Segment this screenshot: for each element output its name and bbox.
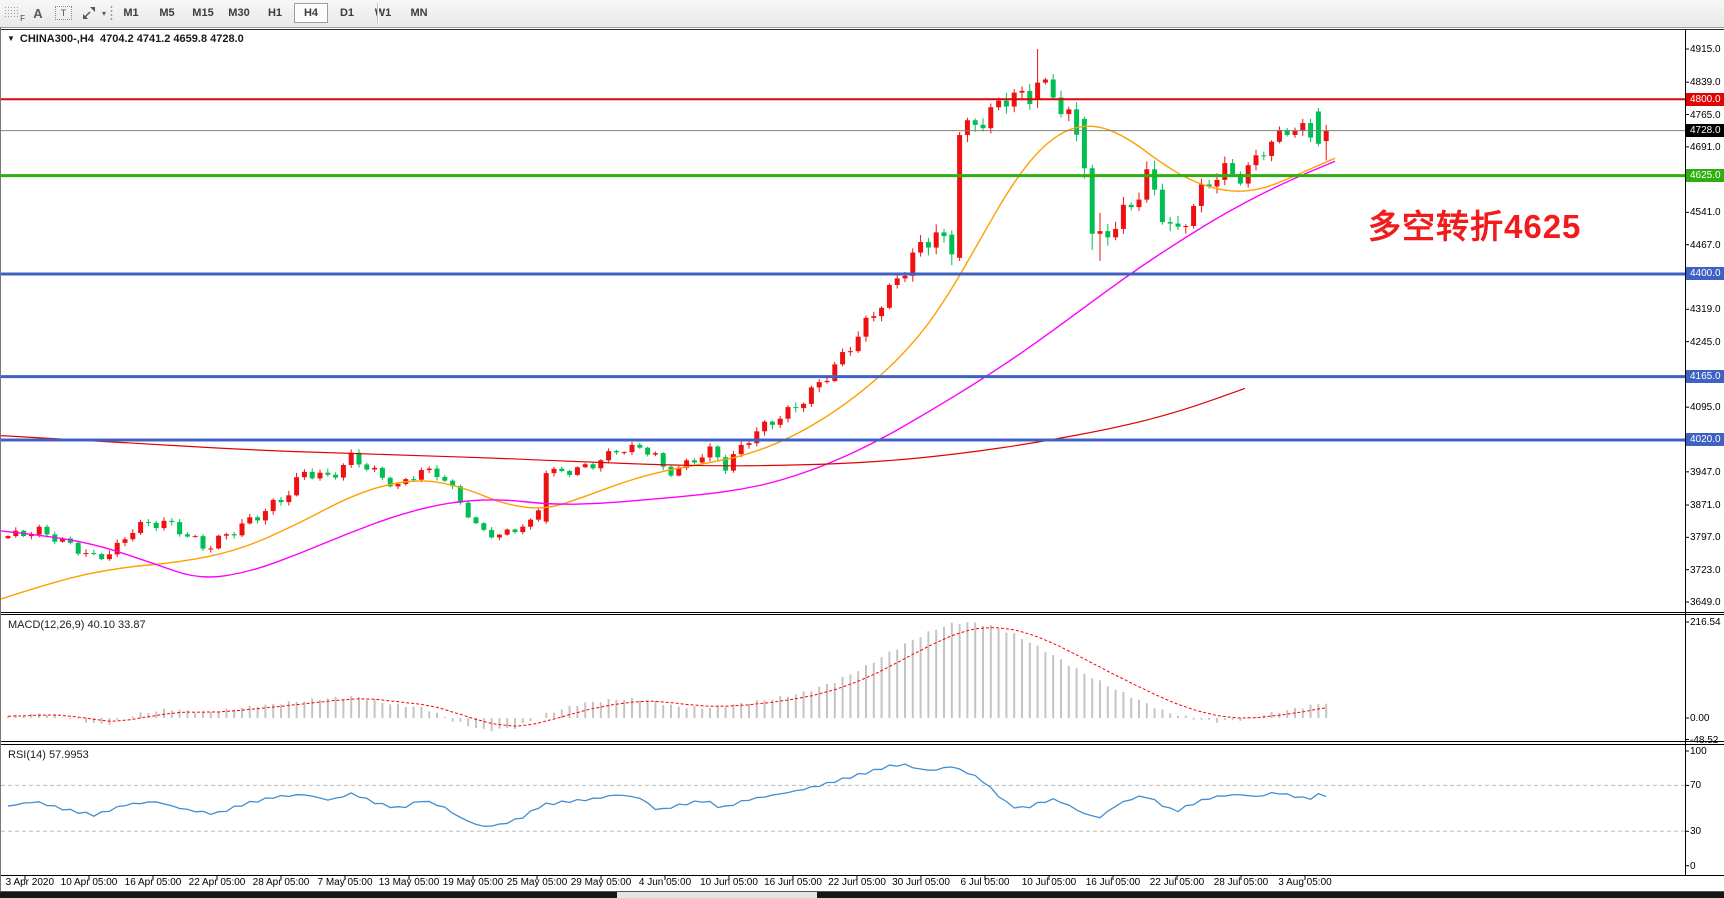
timeframe-button-m15[interactable]: M15 [192,7,214,19]
price-level-box-4400: 4400.0 [1686,267,1724,281]
price-tick-label: 4095.0 [1690,402,1721,414]
date-tick-label: 22 Apr 05:00 [188,877,246,888]
ohlc-values: 4704.2 4741.2 4659.8 4728.0 [100,33,244,45]
macd-indicator-label: MACD(12,26,9) 40.10 33.87 [8,619,146,631]
font-tool-label: A [33,5,43,21]
price-tick-label: 4839.0 [1690,77,1721,89]
chart-annotation[interactable]: 多空转折4625 [1368,208,1582,245]
macd-tick-label: 216.54 [1690,617,1721,628]
price-level-box-4728: 4728.0 [1686,124,1724,138]
macd-signal-line [7,627,1327,727]
toolbar-separator [377,3,379,23]
date-tick-label: 25 May 05:00 [506,877,568,888]
price-level-box-4800: 4800.0 [1686,92,1724,106]
date-tick-label: 3 Apr 2020 [5,877,55,888]
date-tick-label: 29 May 05:00 [570,877,632,888]
date-tick-label: 28 Apr 05:00 [252,877,310,888]
timeframe-button-mn[interactable]: MN [410,7,428,19]
rsi-indicator-label: RSI(14) 57.9953 [8,749,89,761]
cursor-style-button[interactable] [80,3,98,23]
date-tick-label: 3 Aug 05:00 [1278,877,1332,888]
date-tick-label: 10 Jul 05:00 [1021,877,1077,888]
timeframe-button-m5[interactable]: M5 [159,7,175,19]
date-tick-label: 10 Apr 05:00 [60,877,118,888]
ma-medium-magenta [1,160,1336,578]
scrollbar-track-segment-2[interactable] [817,892,1724,898]
price-level-box-4625: 4625.0 [1686,169,1724,183]
dotted-grid-icon: F [4,6,25,23]
date-tick-label: 4 Jun 05:00 [638,877,692,888]
chart-pattern-icon[interactable]: F [4,3,25,23]
font-tool-button[interactable]: A [31,3,45,23]
chart-symbol-header[interactable]: ▼ CHINA300-,H4 4704.2 4741.2 4659.8 4728.… [7,33,244,45]
date-tick-label: 28 Jul 05:00 [1213,877,1269,888]
text-tool-icon: T [55,6,72,20]
price-tick-label: 3871.0 [1690,500,1721,512]
price-tick-label: 4319.0 [1690,304,1721,316]
symbol-dropdown-icon[interactable]: ▼ [7,34,15,43]
scrollbar-track-segment-0[interactable] [0,892,617,898]
macd-tick-label: 0.00 [1690,713,1710,724]
date-tick-label: 22 Jun 05:00 [828,877,886,888]
rsi-tick-label: 0 [1690,860,1696,872]
rsi-tick-label: 30 [1690,826,1702,838]
date-tick-label: 19 May 05:00 [442,877,504,888]
cursor-style-dropdown-caret[interactable]: ▾ [99,3,109,23]
date-tick-label: 7 May 05:00 [317,877,373,888]
candlestick-series [5,49,1329,561]
macd-histogram [7,622,1328,732]
date-tick-label: 22 Jul 05:00 [1149,877,1205,888]
ma-slow-red [1,387,1246,467]
date-tick-label: 6 Jul 05:00 [960,877,1010,888]
ma-fast-orange [1,125,1336,600]
timeframe-button-m1[interactable]: M1 [123,7,139,19]
diagonal-arrows-icon [83,7,95,19]
toolbar-drag-handle[interactable] [110,5,113,21]
price-tick-label: 3723.0 [1690,564,1721,576]
price-level-box-4165: 4165.0 [1686,370,1724,384]
date-tick-label: 13 May 05:00 [378,877,440,888]
date-tick-label: 10 Jun 05:00 [700,877,758,888]
price-tick-label: 4467.0 [1690,239,1721,251]
price-tick-label: 4541.0 [1690,207,1721,219]
timeframe-button-h4[interactable]: H4 [294,3,328,23]
date-tick-label: 16 Jul 05:00 [1085,877,1141,888]
rsi-tick-label: 100 [1690,746,1707,757]
scrollbar-thumb[interactable] [617,892,817,898]
macd-tick-label: -48.52 [1690,734,1719,746]
caret-glyph: ▾ [101,8,106,18]
date-tick-label: 30 Jun 05:00 [892,877,950,888]
price-tick-label: 3649.0 [1690,597,1721,608]
price-tick-label: 3947.0 [1690,466,1721,478]
symbol-title: CHINA300-,H4 [19,33,94,45]
price-tick-label: 4691.0 [1690,141,1721,153]
rsi-line [7,763,1327,827]
timeframe-button-h1[interactable]: H1 [267,7,283,19]
price-level-box-4020: 4020.0 [1686,433,1724,447]
f-icon-label: F [20,14,25,23]
timeframe-button-d1[interactable]: D1 [339,7,355,19]
timeframe-button-m30[interactable]: M30 [228,7,250,19]
date-tick-label: 16 Apr 05:00 [124,877,182,888]
price-tick-label: 4245.0 [1690,336,1721,348]
rsi-tick-label: 70 [1690,780,1702,792]
text-tool-letter: T [60,8,67,18]
date-tick-label: 16 Jun 05:00 [764,877,822,888]
price-tick-label: 4915.0 [1690,44,1721,55]
text-label-tool-button[interactable]: T [55,3,72,23]
price-tick-label: 4765.0 [1690,109,1721,121]
timeframe-toolbar: M1 M5 M15 M30 H1 H4 D1 W1 MN [113,2,437,24]
price-tick-label: 3797.0 [1690,532,1721,544]
